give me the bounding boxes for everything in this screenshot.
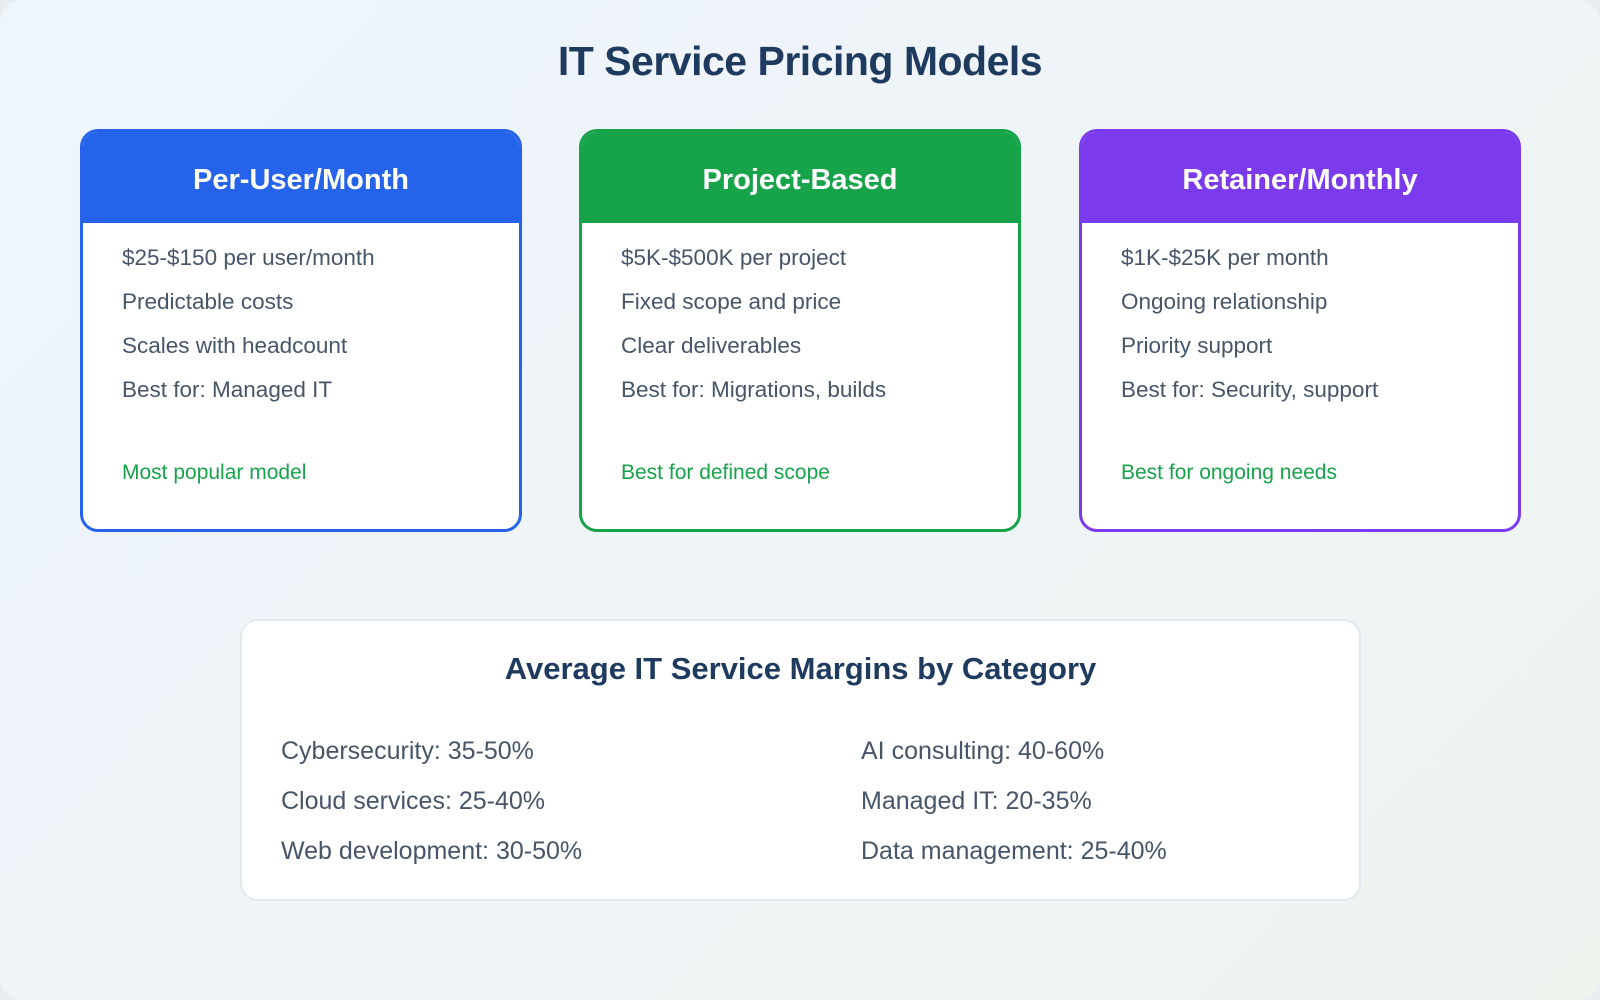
card-item: $5K-$500K per project — [621, 245, 847, 270]
card-item: Predictable costs — [122, 289, 294, 314]
margins-panel: Average IT Service Margins by Category C… — [240, 619, 1361, 901]
card-item: Ongoing relationship — [1121, 289, 1328, 314]
card-retainer-monthly: Retainer/Monthly $1K-$25K per month Ongo… — [1079, 129, 1521, 532]
card-note: Best for defined scope — [621, 461, 830, 484]
card-project-based: Project-Based $5K-$500K per project Fixe… — [579, 129, 1021, 532]
card-per-user-month: Per-User/Month $25-$150 per user/month P… — [80, 129, 522, 532]
margin-item: Web development: 30-50% — [281, 837, 583, 865]
card-item: Scales with headcount — [122, 333, 348, 358]
margins-title: Average IT Service Margins by Category — [504, 651, 1097, 686]
card-note: Best for ongoing needs — [1121, 461, 1337, 484]
card-item: Fixed scope and price — [621, 289, 842, 314]
page-title: IT Service Pricing Models — [557, 38, 1043, 84]
card-heading: Retainer/Monthly — [1082, 132, 1518, 223]
margin-item: Cloud services: 25-40% — [281, 787, 546, 815]
card-item: Priority support — [1121, 333, 1273, 358]
card-item: Best for: Security, support — [1121, 377, 1379, 402]
margin-item: Cybersecurity: 35-50% — [281, 737, 534, 765]
card-item: Best for: Migrations, builds — [621, 377, 887, 402]
card-item: Clear deliverables — [621, 333, 802, 358]
margin-item: Managed IT: 20-35% — [861, 787, 1092, 815]
card-heading: Project-Based — [582, 132, 1018, 223]
card-item: $25-$150 per user/month — [122, 245, 375, 270]
card-heading: Per-User/Month — [83, 132, 519, 223]
margin-item: Data management: 25-40% — [861, 837, 1167, 865]
card-note: Most popular model — [122, 461, 307, 484]
margin-item: AI consulting: 40-60% — [861, 737, 1105, 765]
card-item: Best for: Managed IT — [122, 377, 333, 402]
card-item: $1K-$25K per month — [1121, 245, 1329, 270]
